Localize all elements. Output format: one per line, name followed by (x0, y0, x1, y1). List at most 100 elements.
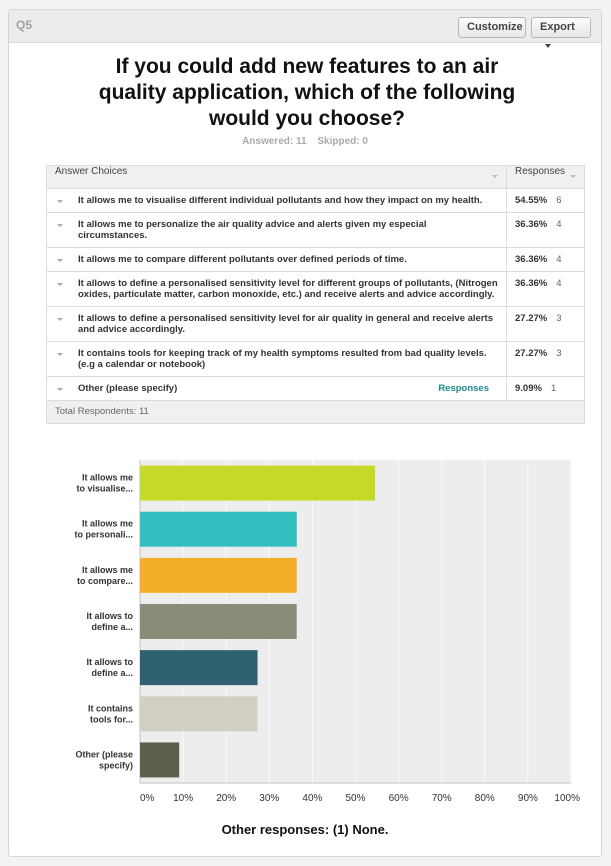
view-responses-link[interactable]: Responses (438, 383, 489, 394)
x-tick-label: 10% (173, 793, 193, 804)
expand-caret-icon[interactable] (57, 283, 63, 286)
category-label-line: to personali... (74, 530, 133, 540)
category-label: It contains tools for... (88, 703, 133, 724)
response-count: 1 (550, 383, 557, 394)
table-row: It allows me to compare different pollut… (46, 247, 585, 272)
chevron-down-icon (545, 44, 551, 49)
answered-count: Answered: 11 (242, 136, 307, 147)
expand-caret-icon[interactable] (57, 259, 63, 262)
category-label-line: specify) (99, 760, 133, 770)
category-label-line: to compare... (77, 576, 133, 586)
category-label: It allows me to compare... (77, 565, 133, 586)
table-row: It allows me to visualise different indi… (46, 188, 585, 213)
table-row: It contains tools for keeping track of m… (46, 341, 585, 377)
bar[interactable] (140, 604, 297, 639)
category-label-line: Other (please (75, 749, 133, 759)
category-label: It allows me to visualise... (76, 473, 133, 494)
choice-cell: It allows me to visualise different indi… (46, 188, 507, 213)
question-number: Q5 (16, 18, 33, 32)
response-count: 4 (556, 219, 562, 230)
title-line: If you could add new features to an air (115, 55, 499, 78)
response-cell: 36.36% 4 (506, 271, 585, 307)
response-count: 4 (556, 254, 562, 265)
table-row: It allows me to personalize the air qual… (46, 212, 585, 248)
response-percent: 36.36% (515, 219, 548, 230)
response-cell: 54.55% 6 (506, 188, 585, 213)
category-label: Other (please specify) (75, 749, 133, 770)
category-label-line: tools for... (90, 714, 133, 724)
title-line: quality application, which of the follow… (98, 81, 516, 104)
choice-cell: It allows to define a personalised sensi… (46, 271, 507, 307)
table-row: It allows to define a personalised sensi… (46, 271, 585, 307)
bar[interactable] (140, 650, 258, 686)
col-header-responses[interactable]: Responses (506, 165, 585, 189)
col-header-choices[interactable]: Answer Choices (46, 165, 507, 189)
response-count: 6 (556, 195, 562, 206)
choice-cell: It allows to define a personalised sensi… (46, 306, 507, 342)
bar[interactable] (140, 742, 180, 778)
title-line: would you choose? (208, 107, 405, 130)
response-cell: 36.36% 4 (506, 247, 585, 272)
choice-cell: It allows me to personalize the air qual… (46, 212, 507, 248)
category-label-line: It allows to (86, 611, 133, 621)
response-percent: 36.36% (515, 278, 548, 289)
response-percent: 27.27% (515, 313, 548, 324)
sort-caret-icon[interactable] (570, 175, 576, 178)
x-tick-label: 80% (475, 793, 495, 804)
response-cell: 9.09% 1 (506, 376, 585, 401)
expand-caret-icon[interactable] (57, 388, 63, 391)
x-tick-label: 90% (518, 793, 538, 804)
response-percent: 36.36% (515, 254, 548, 265)
table-row: It allows to define a personalised sensi… (46, 306, 585, 342)
export-button[interactable]: Export (531, 17, 591, 49)
sort-caret-icon[interactable] (492, 175, 498, 178)
category-label-line: It contains (88, 703, 133, 713)
expand-caret-icon[interactable] (57, 353, 63, 356)
total-respondents: Total Respondents: 11 (46, 400, 585, 424)
response-percent: 54.55% (515, 195, 548, 206)
x-tick-label: 30% (259, 793, 279, 804)
bar[interactable] (140, 696, 258, 732)
export-label: Export (540, 21, 575, 33)
expand-caret-icon[interactable] (57, 224, 63, 227)
response-percent: 27.27% (515, 348, 548, 359)
x-tick-label: 60% (389, 793, 409, 804)
bar[interactable] (140, 465, 376, 501)
answer-stats: Answered: 11 Skipped: 0 (9, 136, 601, 147)
expand-caret-icon[interactable] (57, 200, 63, 203)
category-label-line: define a... (91, 622, 133, 632)
category-label-line: define a... (91, 668, 133, 678)
x-tick-label: 0% (140, 793, 155, 804)
panel-header: Q5 Customize Export (9, 10, 601, 49)
category-label-line: It allows me (82, 473, 133, 483)
response-cell: 36.36% 4 (506, 212, 585, 248)
response-cell: 27.27% 3 (506, 341, 585, 377)
x-tick-label: 50% (345, 793, 365, 804)
customize-button[interactable]: Customize (458, 17, 526, 38)
category-label-line: to visualise... (76, 484, 133, 494)
x-tick-label: 40% (302, 793, 322, 804)
bar[interactable] (140, 511, 297, 547)
expand-caret-icon[interactable] (57, 318, 63, 321)
category-label: It allows to define a... (86, 657, 133, 678)
bar[interactable] (140, 557, 297, 593)
bar-chart-svg: It allows me to visualise...It allows me t… (74, 460, 580, 804)
other-responses-text: Other responses: (1) None. (221, 822, 389, 837)
response-cell: 27.27% 3 (506, 306, 585, 342)
table-row: Other (please specify) Responses 9.09% 1 (46, 376, 585, 401)
category-label-line: It allows me (82, 519, 133, 529)
category-label-line: It allows to (86, 657, 133, 667)
question-title: If you could add new features to an air … (49, 54, 565, 132)
choice-cell: It contains tools for keeping track of m… (46, 341, 507, 377)
results-chart: It allows me to visualise... It allows me t… (9, 450, 603, 810)
table-footer: Total Respondents: 11 (46, 400, 585, 424)
category-label-line: It allows me (82, 565, 133, 575)
question-panel: Q5 Customize Export If you could add new… (8, 9, 602, 857)
response-percent: 9.09% (515, 383, 542, 394)
category-label: It allows to define a... (86, 611, 133, 632)
category-label: It allows me to personali... (74, 519, 133, 540)
x-tick-label: 100% (554, 793, 580, 804)
response-count: 4 (556, 278, 562, 289)
choice-cell: It allows me to compare different pollut… (46, 247, 507, 272)
x-tick-label: 70% (432, 793, 452, 804)
